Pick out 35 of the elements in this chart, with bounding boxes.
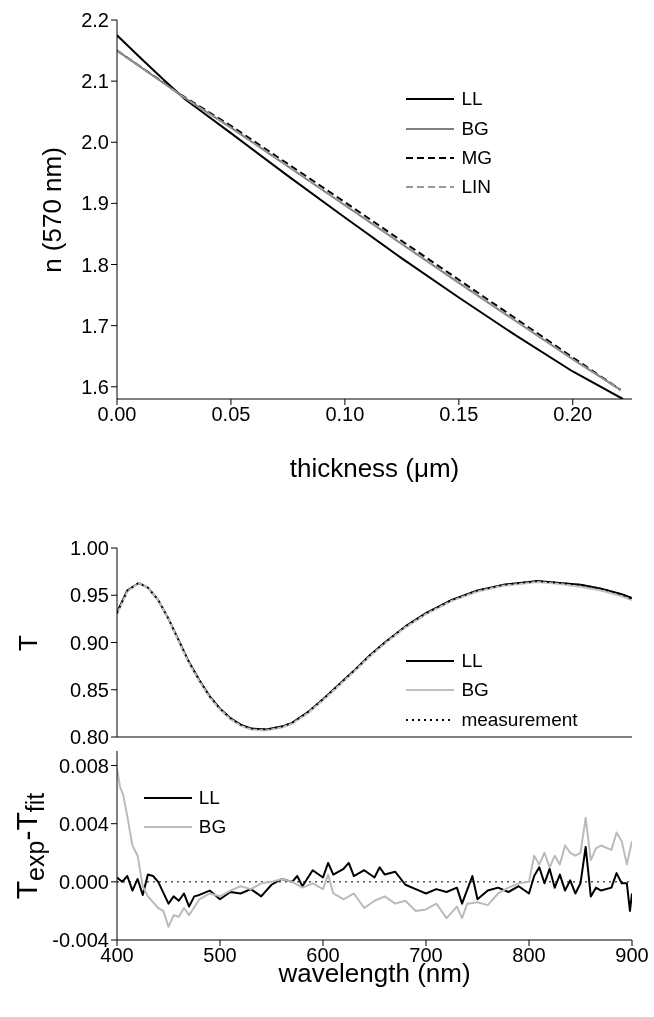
y-tick-label: 1.8 bbox=[81, 253, 109, 276]
y-tick-label: 0.008 bbox=[58, 754, 109, 777]
legend-label: BG bbox=[461, 117, 489, 140]
legend-label: LL bbox=[461, 88, 483, 111]
legend-label: LL bbox=[198, 786, 220, 809]
x-tick-label: 0.15 bbox=[439, 403, 479, 426]
y-tick-label: 2.0 bbox=[81, 131, 109, 154]
y-tick-label: 1.9 bbox=[81, 192, 109, 215]
y-axis-title: n (570 nm) bbox=[36, 146, 68, 273]
legend-label: LIN bbox=[461, 176, 491, 199]
y-tick-label: 0.90 bbox=[70, 631, 109, 654]
y-tick-label: 1.7 bbox=[81, 314, 109, 337]
y-tick-label: 2.1 bbox=[81, 70, 109, 93]
x-axis-title: thickness (μm) bbox=[289, 452, 460, 484]
y-tick-label: 1.6 bbox=[81, 375, 109, 398]
y-tick-label: 0.000 bbox=[58, 870, 109, 893]
y-tick-label: 0.85 bbox=[70, 678, 109, 701]
y-tick-label: 2.2 bbox=[81, 9, 109, 32]
y-tick-label: 1.00 bbox=[70, 537, 109, 560]
x-tick-label: 800 bbox=[512, 944, 546, 967]
x-tick-label: 0.05 bbox=[211, 403, 251, 426]
y-tick-label: 0.80 bbox=[70, 726, 109, 749]
x-tick-label: 900 bbox=[615, 944, 649, 967]
legend-label: LL bbox=[461, 649, 483, 672]
y-axis-title: T bbox=[12, 634, 44, 651]
y-tick-label: 0.004 bbox=[58, 812, 109, 835]
legend-label: measurement bbox=[461, 708, 578, 731]
legend-label: MG bbox=[461, 147, 492, 170]
legend-label: BG bbox=[198, 816, 227, 839]
x-tick-label: 0.00 bbox=[97, 403, 137, 426]
x-tick-label: 0.20 bbox=[553, 403, 593, 426]
legend-label: BG bbox=[461, 679, 489, 702]
y-tick-label: 0.95 bbox=[70, 584, 109, 607]
x-tick-label: 500 bbox=[203, 944, 237, 967]
x-tick-label: 0.10 bbox=[325, 403, 365, 426]
